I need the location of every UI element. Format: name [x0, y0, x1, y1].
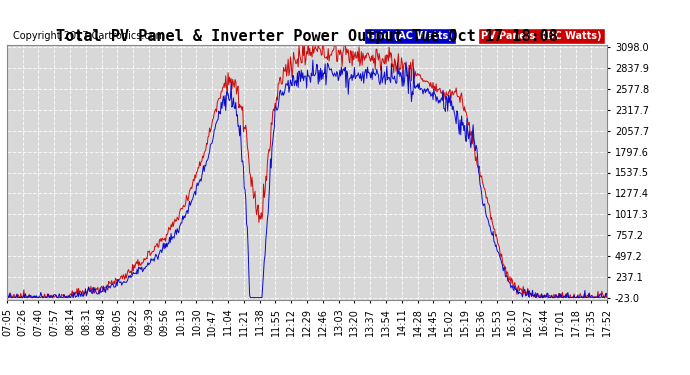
Text: Grid (AC Watts): Grid (AC Watts): [367, 31, 453, 41]
Text: Copyright 2017 Cartronics.com: Copyright 2017 Cartronics.com: [13, 31, 165, 41]
Title: Total PV Panel & Inverter Power Output Tue Oct 17 18:08: Total PV Panel & Inverter Power Output T…: [56, 29, 558, 44]
Text: PV Panels  (DC Watts): PV Panels (DC Watts): [481, 31, 602, 41]
